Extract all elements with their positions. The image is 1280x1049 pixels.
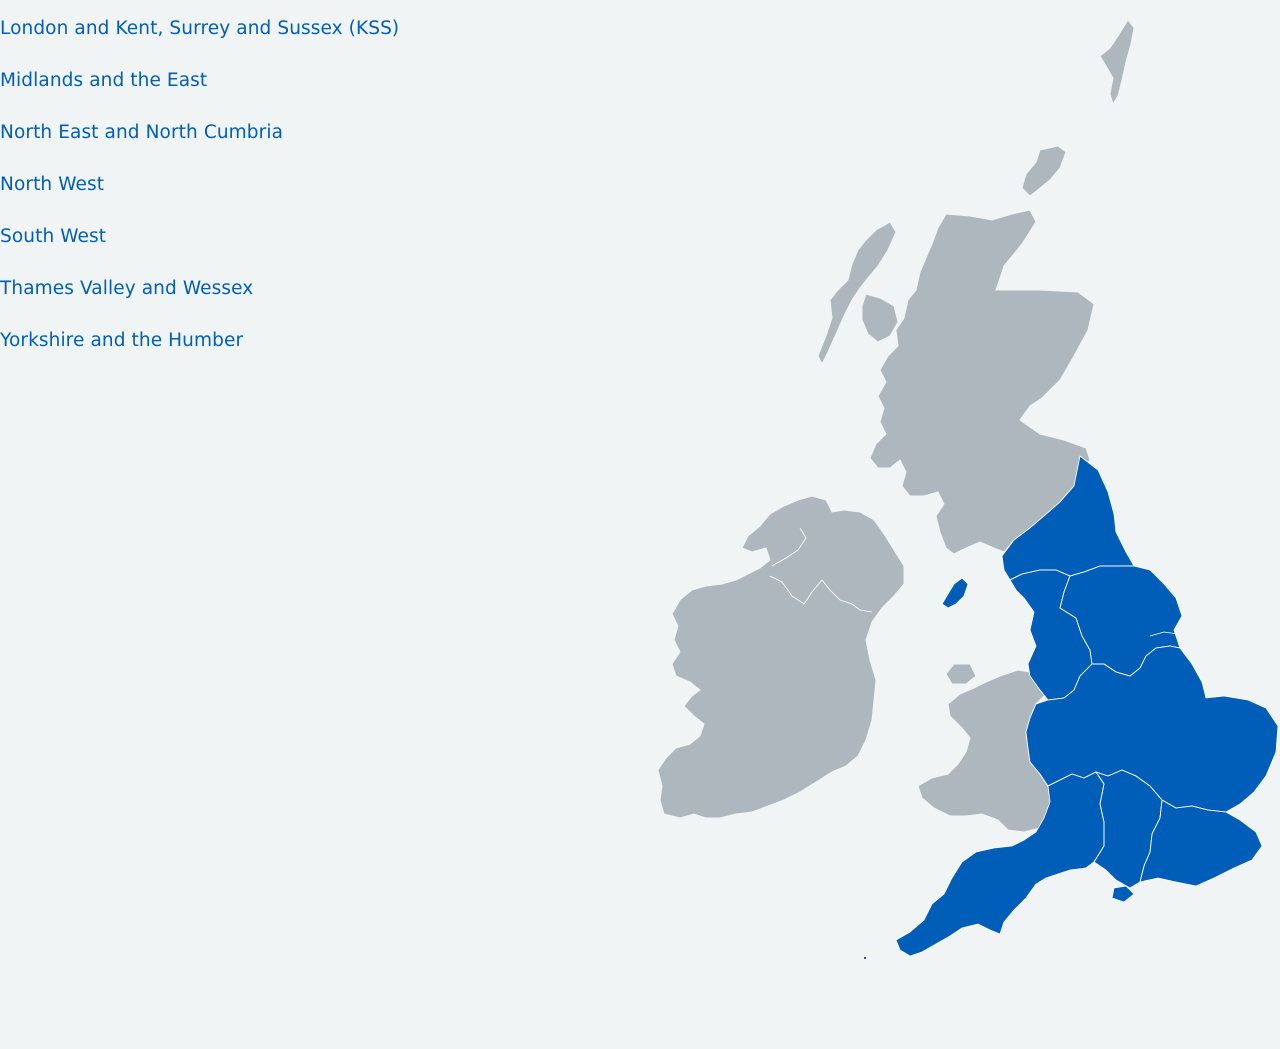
orkney-islands bbox=[1021, 145, 1067, 197]
region-link-thames-valley-wessex[interactable]: Thames Valley and Wessex bbox=[0, 278, 254, 299]
region-border-nw-me bbox=[1047, 663, 1093, 701]
list-item: Midlands and the East bbox=[0, 68, 399, 120]
region-border-me-south bbox=[1047, 769, 1227, 813]
list-item: London and Kent, Surrey and Sussex (KSS) bbox=[0, 16, 399, 68]
list-item: Thames Valley and Wessex bbox=[0, 276, 399, 328]
region-border-ne-yh bbox=[1069, 565, 1134, 577]
humber-estuary bbox=[1149, 631, 1179, 637]
anglesey bbox=[945, 663, 977, 685]
skye bbox=[861, 293, 899, 343]
shetland-islands bbox=[1099, 19, 1135, 106]
ireland bbox=[657, 495, 905, 819]
region-link-midlands-east[interactable]: Midlands and the East bbox=[0, 70, 208, 91]
list-item: South West bbox=[0, 224, 399, 276]
northern-ireland-border bbox=[769, 575, 873, 613]
region-link-yorkshire-humber[interactable]: Yorkshire and the Humber bbox=[0, 330, 244, 351]
region-border-yh-me bbox=[1092, 645, 1181, 677]
region-link-london-kss[interactable]: London and Kent, Surrey and Sussex (KSS) bbox=[0, 18, 400, 39]
region-border-ne-nw bbox=[1009, 569, 1071, 581]
region-link-north-east-cumbria[interactable]: North East and North Cumbria bbox=[0, 122, 284, 143]
region-link-south-west[interactable]: South West bbox=[0, 226, 107, 247]
region-border-sw-tvw bbox=[1093, 771, 1105, 863]
isle-of-man bbox=[941, 577, 969, 609]
outer-hebrides bbox=[817, 221, 897, 366]
region-link-north-west[interactable]: North West bbox=[0, 174, 105, 195]
isle-of-wight bbox=[1111, 885, 1135, 903]
region-link-list: London and Kent, Surrey and Sussex (KSS)… bbox=[0, 16, 399, 380]
region-border-tvw-kss bbox=[1139, 799, 1163, 883]
scotland bbox=[869, 209, 1095, 555]
ni-border-north bbox=[771, 527, 807, 567]
list-item: North East and North Cumbria bbox=[0, 120, 399, 172]
list-item: North West bbox=[0, 172, 399, 224]
list-item: Yorkshire and the Humber bbox=[0, 328, 399, 380]
uk-regions-map bbox=[657, 19, 1279, 961]
isles-of-scilly bbox=[863, 956, 868, 961]
region-border-nw-yh bbox=[1059, 575, 1093, 665]
